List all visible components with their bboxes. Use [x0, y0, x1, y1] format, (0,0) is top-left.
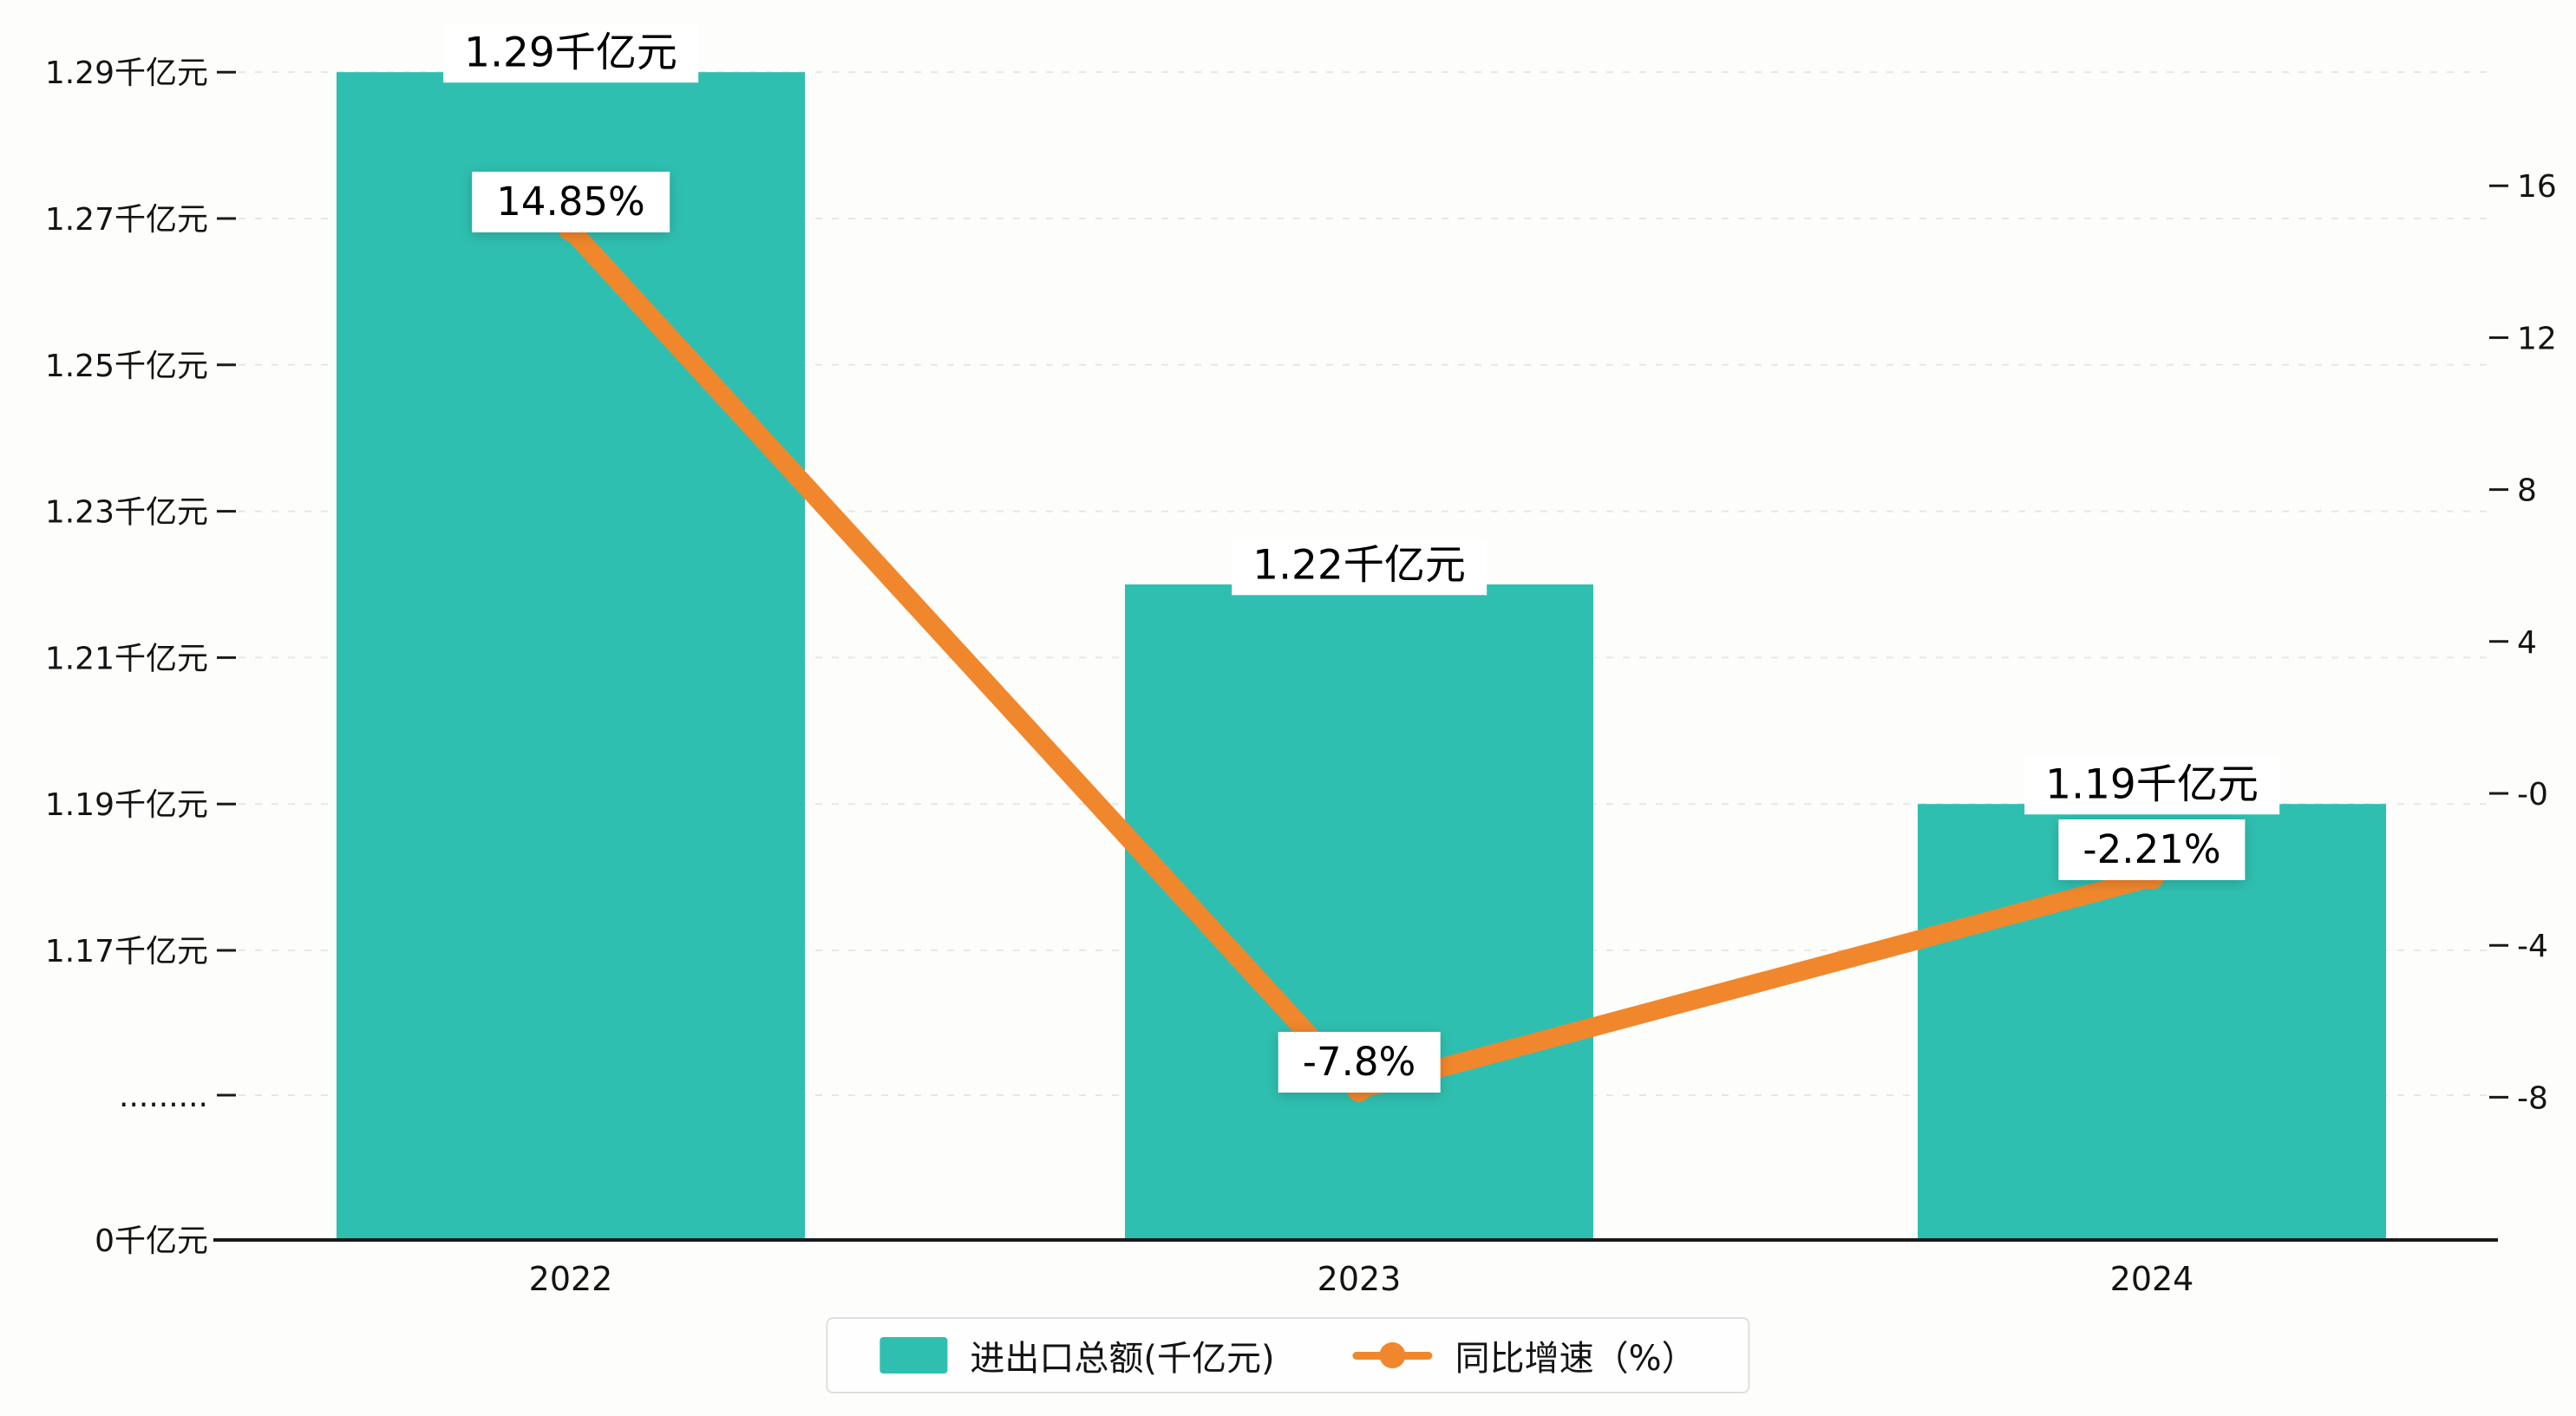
right-tick-label: 16: [2517, 169, 2557, 205]
legend-label-total: 进出口总额(千亿元): [970, 1339, 1275, 1379]
left-tick-label: 1.21千亿元: [45, 641, 208, 676]
left-tick-label: .........: [119, 1079, 208, 1114]
line-dot-swatch-icon: [1352, 1337, 1433, 1374]
x-category-label: 2024: [2110, 1260, 2194, 1298]
left-tick-label: 1.27千亿元: [45, 202, 208, 238]
right-tick-label: 12: [2517, 321, 2557, 356]
right-tick-label: 4: [2517, 625, 2537, 661]
bar-2022[interactable]: [337, 72, 805, 1241]
x-category-label: 2023: [1317, 1260, 1402, 1298]
right-tick-label: 8: [2517, 473, 2537, 509]
legend-item-total[interactable]: 进出口总额(千亿元): [879, 1330, 1275, 1380]
right-tick-label: -0: [2517, 777, 2548, 812]
growth-point-2022[interactable]: [559, 217, 583, 242]
left-tick-label: 1.23千亿元: [45, 495, 208, 531]
bar-swatch-icon: [879, 1337, 948, 1374]
legend: 进出口总额(千亿元) 同比增速（%）: [826, 1317, 1750, 1393]
left-tick-label: 1.19千亿元: [45, 787, 208, 823]
right-tick-label: -8: [2517, 1080, 2548, 1116]
growth-point-2024[interactable]: [2140, 865, 2164, 890]
left-tick-label: 1.29千亿元: [45, 55, 208, 91]
left-tick-label: 1.17千亿元: [45, 934, 208, 969]
legend-label-growth: 同比增速（%）: [1455, 1339, 1697, 1379]
legend-item-growth[interactable]: 同比增速（%）: [1352, 1330, 1697, 1380]
left-tick-label: 0千亿元: [95, 1224, 208, 1259]
left-tick-label: 1.25千亿元: [45, 349, 208, 384]
growth-point-2023[interactable]: [1347, 1077, 1371, 1102]
right-tick-label: -4: [2517, 929, 2548, 964]
x-category-label: 2022: [529, 1260, 613, 1298]
